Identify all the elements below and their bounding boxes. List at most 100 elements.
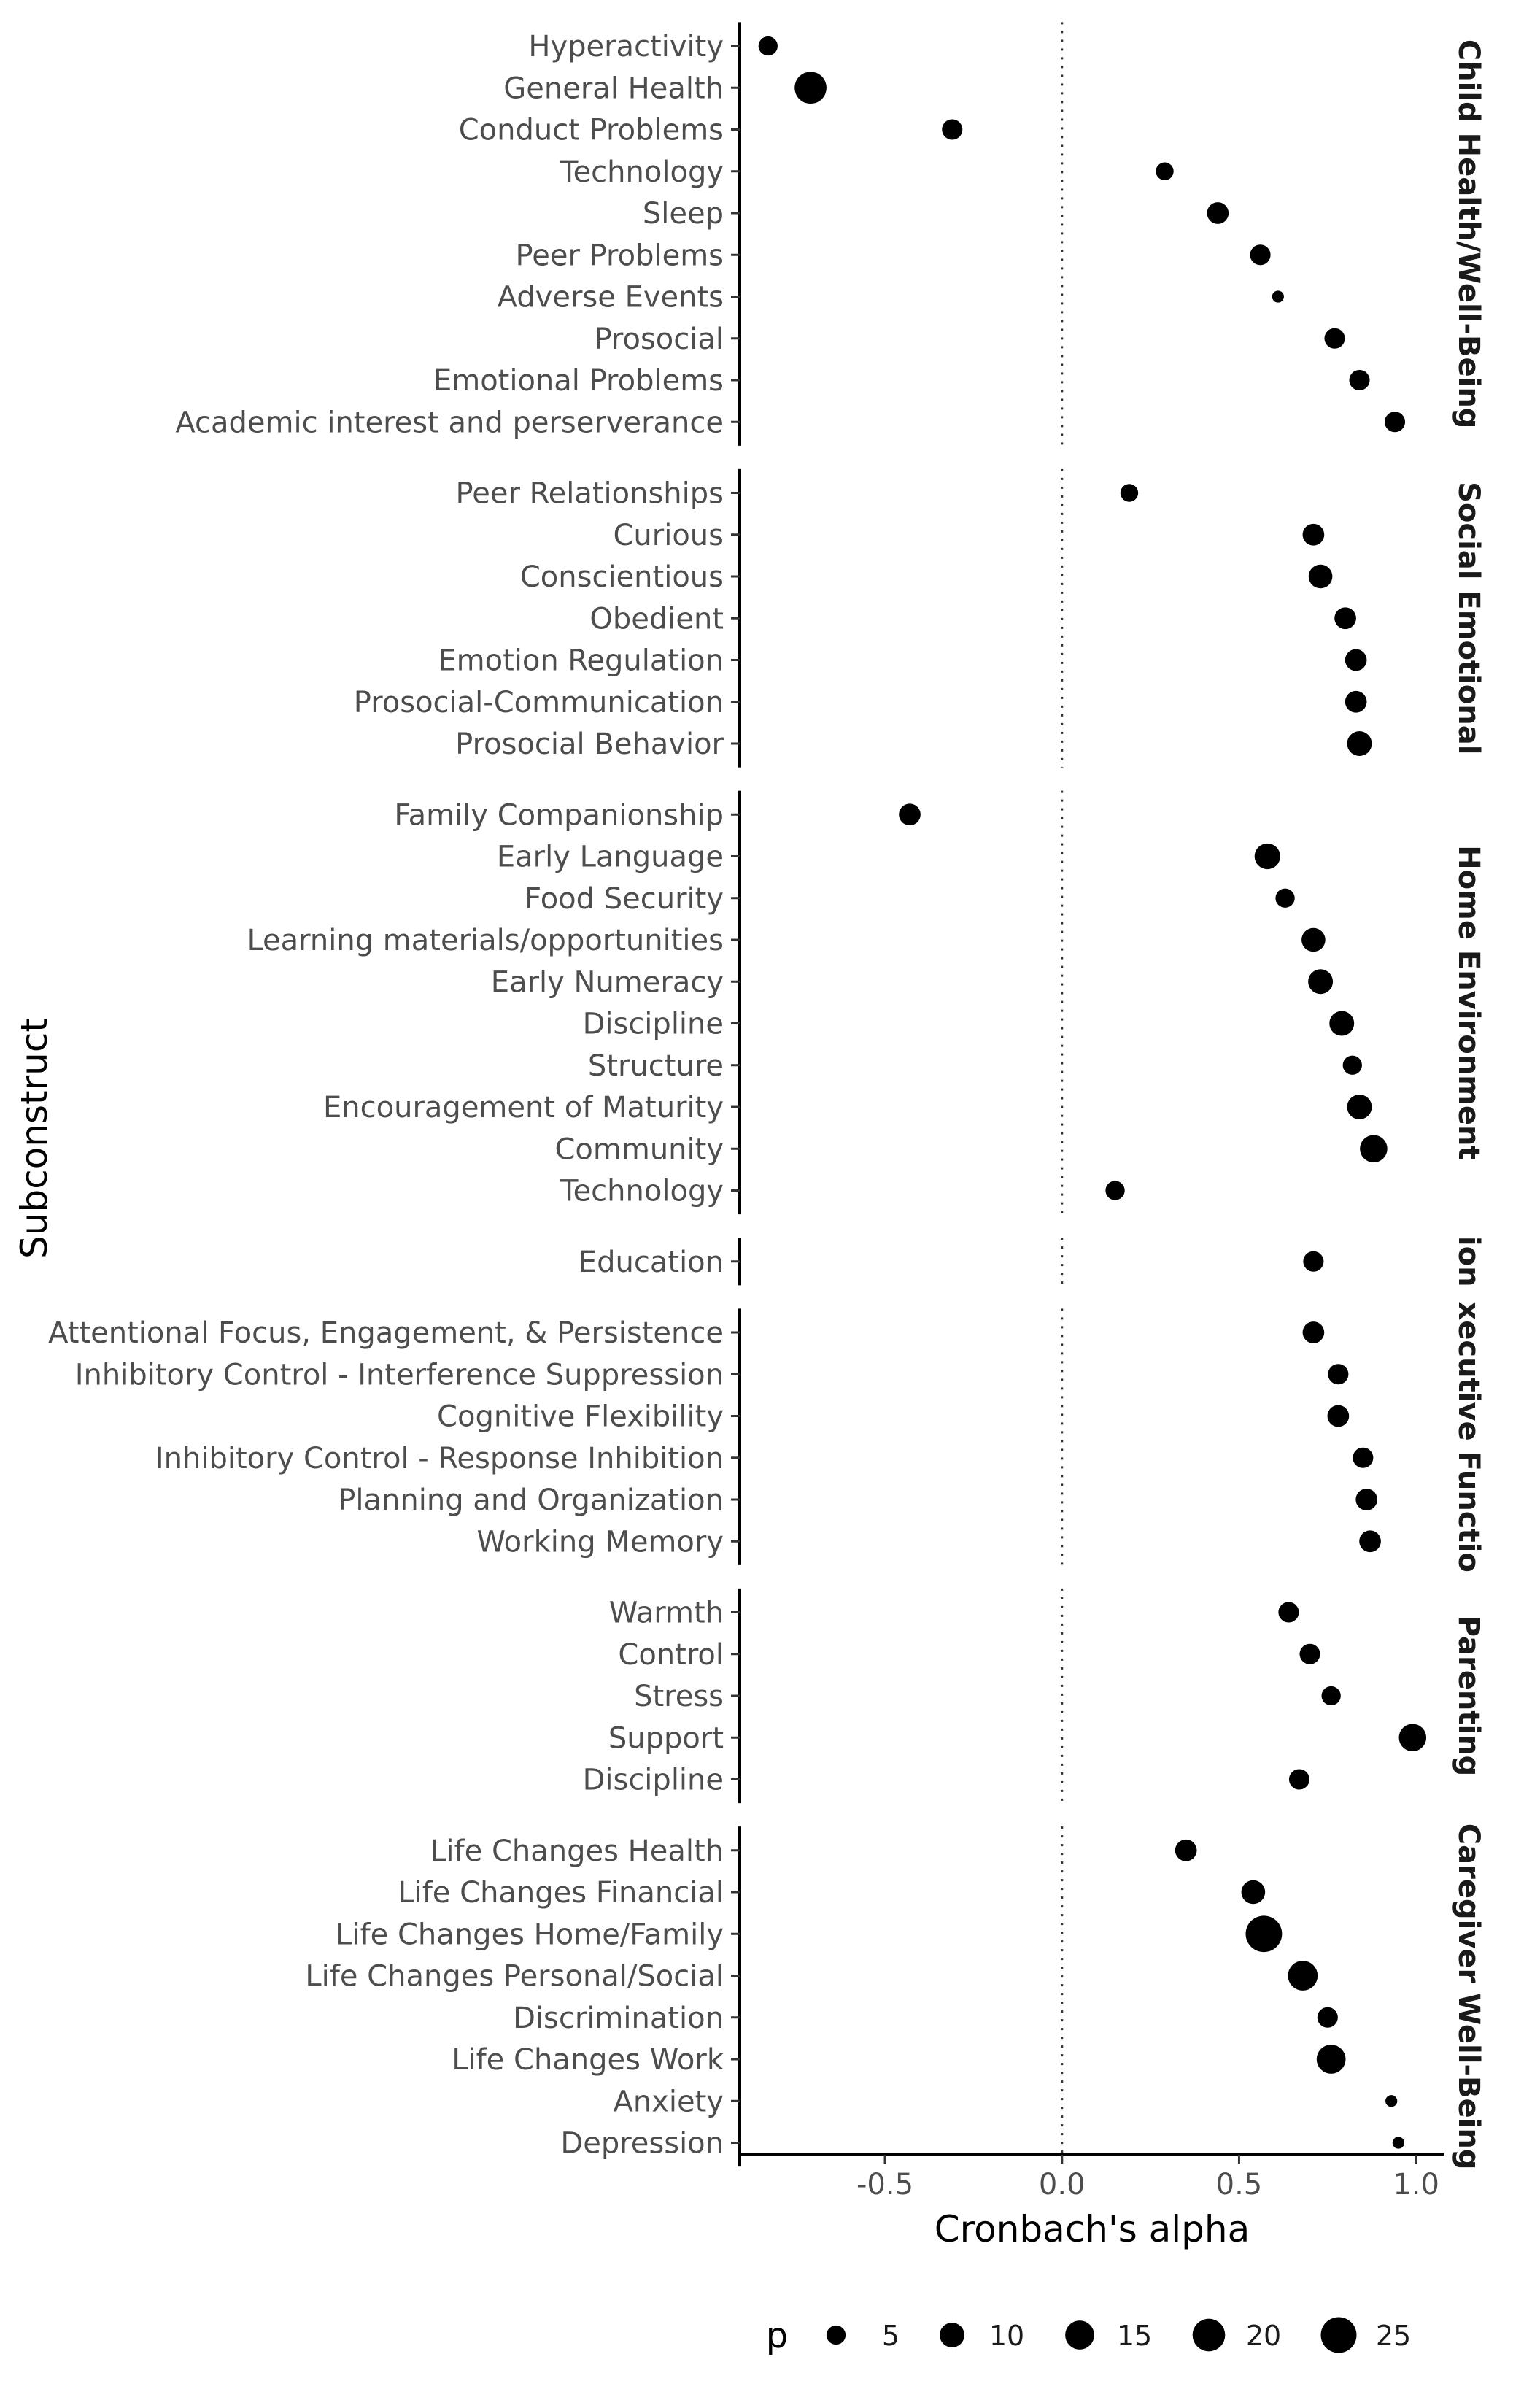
x-tick-label: 0.5 [1216,2168,1263,2201]
facet-panel-0: Child Health/Well-Being Hyperactivity Gene… [175,22,1485,446]
data-point [1345,690,1367,713]
x-axis: -0.5 0.0 0.5 1.0 [740,2153,1444,2201]
y-tick-label: Emotion Regulation [438,644,724,678]
y-tick-label: Discipline [583,1764,724,1797]
data-point [1254,843,1280,870]
data-point [1385,2095,1398,2107]
data-point [1398,1724,1427,1752]
data-point [1120,484,1139,502]
data-point [1360,1135,1388,1163]
y-axis-title: Subconstruct [13,1018,55,1259]
data-point [1308,564,1333,589]
y-tick-label: Warmth [609,1597,724,1630]
facet-panel-2: Home Environment Family Companionship Earl… [247,790,1485,1215]
y-tick-label: Early Language [497,841,724,874]
legend-key [826,2325,846,2345]
y-tick-label: Life Changes Financial [398,1876,724,1910]
data-point [1105,1181,1125,1200]
facet-panel-4: xecutive Functio Attentional Focus, Engag… [48,1301,1485,1572]
y-tick-label: Peer Relationships [456,477,724,511]
y-tick-label: Anxiety [614,2085,724,2118]
data-point [1207,202,1229,224]
y-tick-label: Learning materials/opportunities [247,924,724,957]
data-point [1392,2137,1404,2149]
legend-key [1065,2320,1094,2350]
data-point [1302,523,1325,546]
facet-panel-6: Caregiver Well-Being Life Changes Health L… [305,1824,1485,2170]
y-tick-label: Community [554,1132,724,1166]
y-tick-label: Adverse Events [498,281,724,314]
y-tick-label: Curious [613,519,724,552]
data-point [1317,2007,1338,2028]
data-point [1308,969,1334,995]
facet-label: ion [1452,1236,1485,1287]
data-point [1342,1055,1362,1075]
y-tick-label: Cognitive Flexibility [437,1400,724,1434]
y-tick-label: Life Changes Work [452,2043,724,2077]
legend-label: 20 [1246,2320,1281,2352]
x-tick-label: 1.0 [1393,2168,1439,2201]
y-tick-label: Conduct Problems [459,114,724,147]
data-point [1278,1602,1299,1623]
data-point [1288,1961,1318,1991]
data-point [1275,888,1295,908]
y-tick-label: Family Companionship [394,798,724,832]
y-tick-label: Prosocial Behavior [455,728,724,761]
data-point [1156,162,1174,180]
data-point [758,36,778,56]
data-point [1272,290,1284,303]
facet-panels: Child Health/Well-Being Hyperactivity Gene… [48,22,1485,2169]
data-point [1353,1447,1374,1468]
y-tick-label: Discipline [583,1008,724,1041]
data-point [1327,1405,1350,1427]
y-tick-label: Structure [588,1049,724,1083]
data-point [1334,607,1356,630]
y-tick-label: Hyperactivity [528,30,724,63]
data-point [1329,1011,1355,1036]
y-tick-label: Peer Problems [516,239,724,272]
data-point [1355,1489,1378,1510]
y-tick-label: Prosocial-Communication [354,686,724,719]
facet-label: Child Health/Well-Being [1452,39,1485,429]
facet-panel-5: Parenting Warmth Control Stress Support Disci… [583,1588,1485,1804]
data-point [1175,1839,1197,1861]
y-tick-label: Control [618,1638,724,1672]
y-tick-label: Inhibitory Control - Response Inhibition [155,1442,724,1475]
data-point [1359,1530,1381,1553]
legend-key [1192,2318,1226,2352]
facet-label: xecutive Functio [1452,1301,1485,1572]
legend-label: 10 [989,2320,1024,2352]
y-tick-label: Encouragement of Maturity [323,1091,724,1124]
y-tick-label: Academic interest and perserverance [175,406,724,439]
y-tick-label: Support [608,1721,724,1755]
y-tick-label: Food Security [525,882,724,916]
data-point [1345,649,1367,671]
data-point [1347,1095,1372,1119]
y-tick-label: Stress [634,1680,724,1713]
data-point [1384,412,1406,433]
data-point [1347,731,1372,756]
y-tick-label: Sleep [643,197,724,231]
x-tick-label: 0.0 [1039,2168,1086,2201]
legend-title: p [766,2315,788,2356]
y-tick-label: Emotional Problems [433,364,724,398]
facet-label: Social Emotional [1452,482,1485,755]
y-tick-label: Attentional Focus, Engagement, & Persist… [48,1316,724,1350]
data-point [1299,1643,1320,1664]
y-tick-label: Depression [560,2127,724,2161]
data-point [942,119,963,140]
y-tick-label: Life Changes Personal/Social [305,1960,724,1994]
data-point [1324,328,1345,349]
data-point [899,803,921,826]
y-tick-label: Planning and Organization [338,1483,724,1517]
data-point [1349,369,1370,391]
facet-panel-3: ion Education [579,1236,1485,1287]
facet-panel-1: Social Emotional Peer Relationships Curiou… [354,468,1485,768]
legend-key [1320,2317,1357,2353]
legend-key [940,2323,964,2347]
legend-label: 5 [882,2320,900,2352]
y-tick-label: Obedient [589,602,724,636]
x-axis-title: Cronbach's alpha [935,2208,1250,2250]
data-point [1316,2045,1346,2074]
